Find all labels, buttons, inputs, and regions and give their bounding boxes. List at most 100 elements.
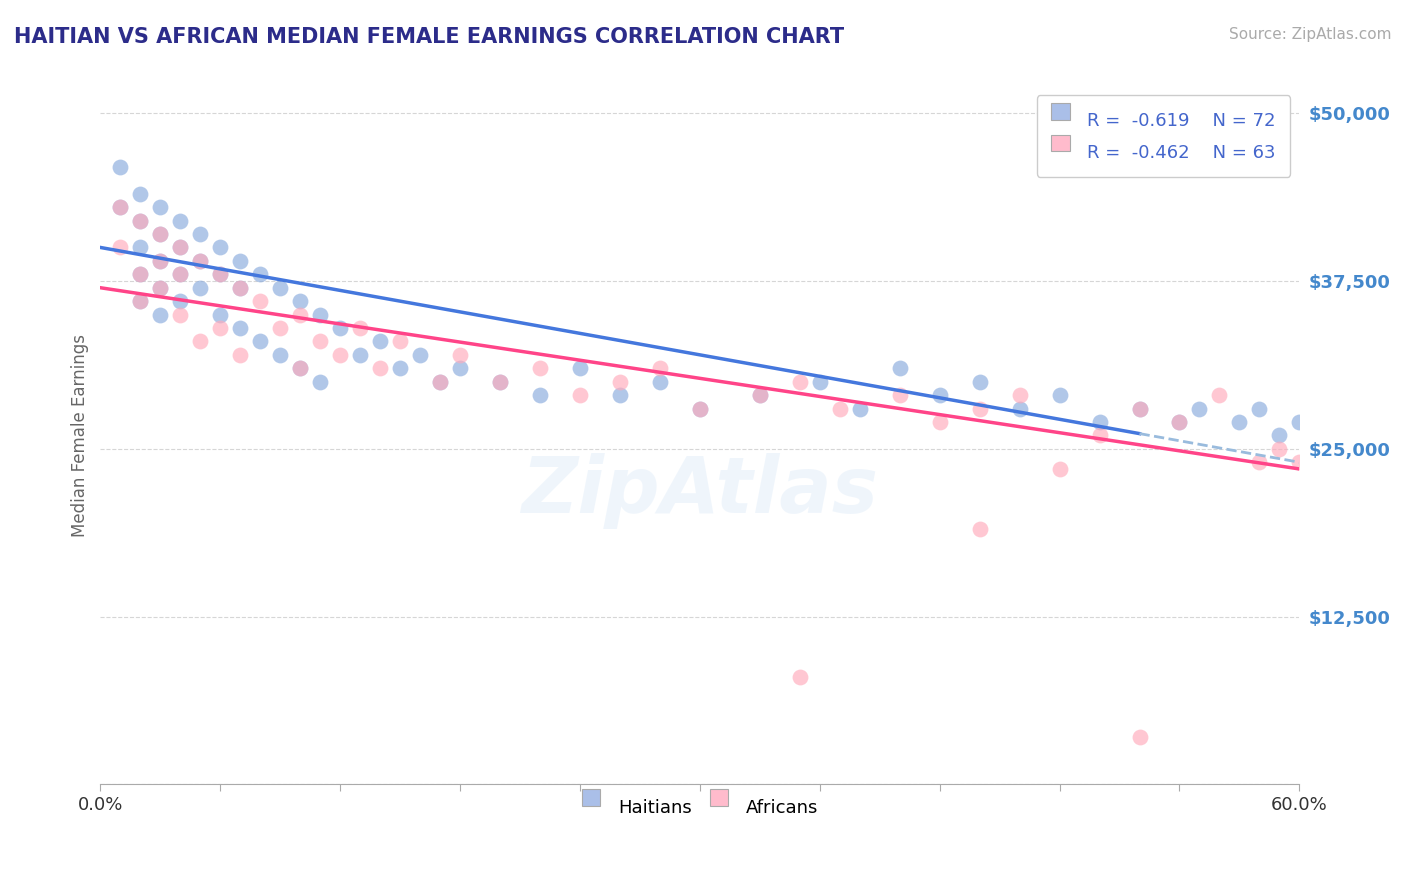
Point bbox=[349, 348, 371, 362]
Point bbox=[149, 281, 172, 295]
Point bbox=[229, 281, 252, 295]
Point bbox=[249, 294, 271, 309]
Point bbox=[1088, 415, 1111, 429]
Point bbox=[808, 375, 831, 389]
Point bbox=[789, 670, 811, 684]
Point bbox=[489, 375, 512, 389]
Point bbox=[1288, 415, 1310, 429]
Point bbox=[169, 308, 191, 322]
Point bbox=[188, 334, 211, 349]
Point bbox=[1168, 415, 1191, 429]
Point bbox=[489, 375, 512, 389]
Legend: Haitians, Africans: Haitians, Africans bbox=[575, 789, 825, 824]
Point bbox=[129, 186, 152, 201]
Point bbox=[389, 361, 412, 376]
Point bbox=[1128, 401, 1150, 416]
Point bbox=[449, 348, 471, 362]
Point bbox=[129, 213, 152, 227]
Point bbox=[928, 415, 950, 429]
Point bbox=[689, 401, 711, 416]
Point bbox=[1088, 428, 1111, 442]
Point bbox=[169, 213, 191, 227]
Point bbox=[129, 213, 152, 227]
Point bbox=[689, 401, 711, 416]
Point bbox=[290, 294, 312, 309]
Point bbox=[169, 240, 191, 254]
Point bbox=[648, 361, 671, 376]
Point bbox=[188, 253, 211, 268]
Point bbox=[1268, 442, 1291, 456]
Point bbox=[309, 308, 332, 322]
Y-axis label: Median Female Earnings: Median Female Earnings bbox=[72, 334, 89, 537]
Point bbox=[188, 227, 211, 241]
Point bbox=[149, 200, 172, 214]
Point bbox=[269, 321, 291, 335]
Point bbox=[249, 334, 271, 349]
Point bbox=[209, 321, 232, 335]
Point bbox=[129, 294, 152, 309]
Point bbox=[1288, 455, 1310, 469]
Point bbox=[928, 388, 950, 402]
Point bbox=[789, 375, 811, 389]
Point bbox=[349, 321, 371, 335]
Point bbox=[429, 375, 451, 389]
Point bbox=[748, 388, 770, 402]
Point bbox=[889, 388, 911, 402]
Point bbox=[309, 375, 332, 389]
Point bbox=[269, 281, 291, 295]
Point bbox=[209, 240, 232, 254]
Point bbox=[969, 375, 991, 389]
Point bbox=[1128, 401, 1150, 416]
Point bbox=[129, 294, 152, 309]
Point bbox=[169, 268, 191, 282]
Point bbox=[329, 348, 352, 362]
Point bbox=[290, 308, 312, 322]
Point bbox=[290, 361, 312, 376]
Point bbox=[1128, 731, 1150, 745]
Point bbox=[1008, 401, 1031, 416]
Point bbox=[129, 268, 152, 282]
Point bbox=[1049, 462, 1071, 476]
Point bbox=[748, 388, 770, 402]
Point bbox=[969, 522, 991, 536]
Point bbox=[269, 348, 291, 362]
Point bbox=[110, 200, 132, 214]
Point bbox=[149, 253, 172, 268]
Point bbox=[229, 281, 252, 295]
Point bbox=[229, 321, 252, 335]
Point bbox=[110, 240, 132, 254]
Point bbox=[290, 361, 312, 376]
Point bbox=[149, 227, 172, 241]
Point bbox=[149, 308, 172, 322]
Point bbox=[648, 375, 671, 389]
Point bbox=[329, 321, 352, 335]
Point bbox=[188, 253, 211, 268]
Text: Source: ZipAtlas.com: Source: ZipAtlas.com bbox=[1229, 27, 1392, 42]
Point bbox=[368, 361, 391, 376]
Point bbox=[249, 268, 271, 282]
Point bbox=[1168, 415, 1191, 429]
Point bbox=[609, 375, 631, 389]
Point bbox=[828, 401, 851, 416]
Point bbox=[449, 361, 471, 376]
Point bbox=[110, 200, 132, 214]
Point bbox=[149, 227, 172, 241]
Point bbox=[209, 268, 232, 282]
Point bbox=[368, 334, 391, 349]
Point bbox=[110, 160, 132, 174]
Point bbox=[529, 361, 551, 376]
Point bbox=[149, 281, 172, 295]
Point bbox=[429, 375, 451, 389]
Text: HAITIAN VS AFRICAN MEDIAN FEMALE EARNINGS CORRELATION CHART: HAITIAN VS AFRICAN MEDIAN FEMALE EARNING… bbox=[14, 27, 844, 46]
Point bbox=[1268, 428, 1291, 442]
Point bbox=[188, 281, 211, 295]
Point bbox=[1008, 388, 1031, 402]
Point bbox=[568, 388, 591, 402]
Point bbox=[169, 240, 191, 254]
Point bbox=[1208, 388, 1230, 402]
Point bbox=[229, 348, 252, 362]
Point bbox=[149, 253, 172, 268]
Point bbox=[169, 268, 191, 282]
Text: ZipAtlas: ZipAtlas bbox=[522, 453, 879, 529]
Point bbox=[169, 294, 191, 309]
